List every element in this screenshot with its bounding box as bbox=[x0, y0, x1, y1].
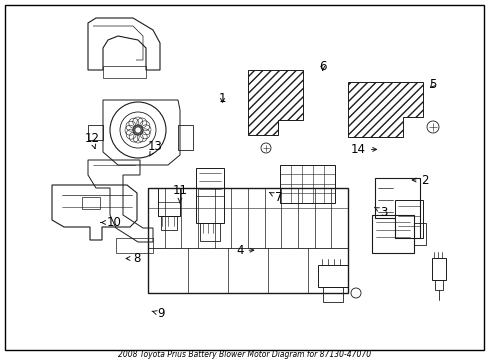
Text: 2008 Toyota Prius Battery Blower Motor Diagram for 87130-47070: 2008 Toyota Prius Battery Blower Motor D… bbox=[118, 350, 370, 359]
Bar bbox=[82, 197, 100, 209]
Circle shape bbox=[426, 121, 438, 133]
Bar bbox=[88, 125, 103, 140]
Bar bbox=[371, 215, 413, 253]
Text: 8: 8 bbox=[126, 252, 140, 265]
Text: 13: 13 bbox=[148, 140, 163, 156]
Text: 11: 11 bbox=[172, 184, 187, 203]
Text: 12: 12 bbox=[84, 132, 99, 149]
Bar bbox=[116, 238, 153, 253]
Bar bbox=[317, 265, 347, 287]
Text: 10: 10 bbox=[101, 216, 121, 229]
Bar bbox=[196, 168, 224, 223]
Bar bbox=[103, 66, 146, 78]
Text: 9: 9 bbox=[152, 307, 164, 320]
Text: 14: 14 bbox=[350, 143, 376, 156]
Text: 5: 5 bbox=[428, 78, 436, 91]
Text: 1: 1 bbox=[218, 92, 226, 105]
Bar bbox=[431, 258, 445, 280]
Text: 3: 3 bbox=[374, 206, 387, 219]
Bar bbox=[200, 223, 220, 241]
Text: 6: 6 bbox=[318, 60, 326, 73]
Bar bbox=[158, 188, 180, 216]
Bar bbox=[178, 125, 193, 150]
Text: 2: 2 bbox=[411, 174, 428, 186]
Bar bbox=[280, 165, 334, 203]
Bar bbox=[148, 188, 347, 293]
Circle shape bbox=[261, 143, 270, 153]
Text: 4: 4 bbox=[236, 244, 253, 257]
Bar bbox=[413, 223, 425, 245]
Bar bbox=[394, 200, 422, 238]
Bar bbox=[434, 280, 442, 290]
Bar bbox=[323, 287, 342, 302]
Circle shape bbox=[350, 288, 360, 298]
Bar bbox=[161, 216, 177, 230]
Text: 7: 7 bbox=[269, 191, 282, 204]
